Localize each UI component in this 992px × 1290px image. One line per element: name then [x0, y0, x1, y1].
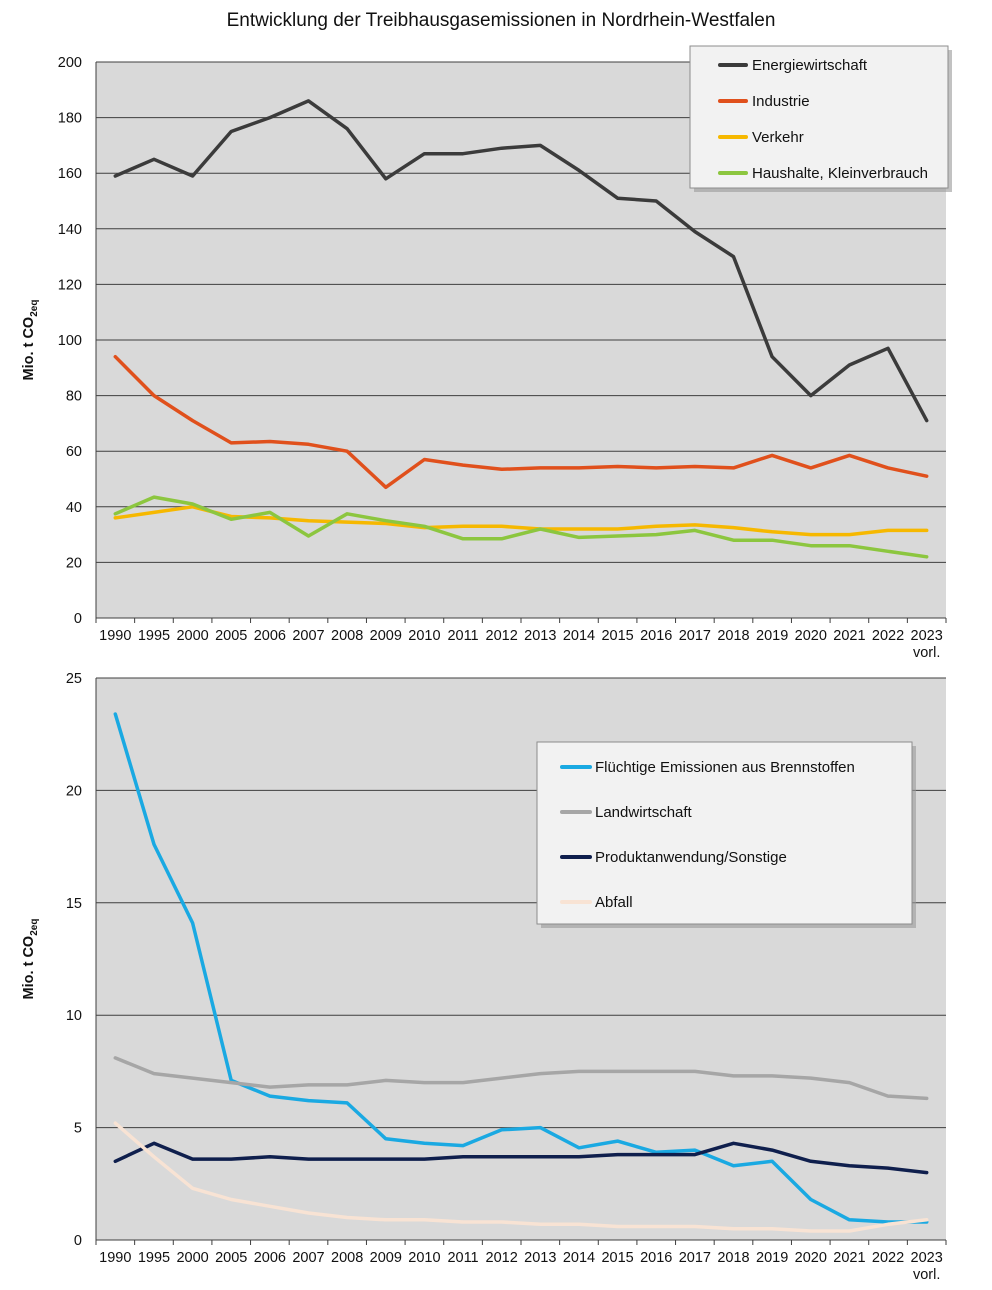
- x-tick-label: 2006: [254, 628, 286, 644]
- y-tick-label: 5: [74, 1121, 82, 1137]
- legend-box: [536, 741, 913, 925]
- legend-box: [689, 45, 949, 189]
- x-tick-note: vorl.: [913, 645, 940, 661]
- x-tick-label: 2021: [833, 1250, 865, 1266]
- y-tick-label: 15: [66, 896, 82, 912]
- x-tick-label: 2020: [795, 628, 827, 644]
- x-tick-label: 2018: [717, 1250, 749, 1266]
- legend-label: Haushalte, Kleinverbrauch: [752, 165, 928, 182]
- y-tick-label: 200: [58, 55, 82, 71]
- chart-2: 0 5 10 15 20 25 1990 1995 2000 2005 2006 2007 2008 20…: [21, 671, 947, 1283]
- x-tick-label: 2015: [601, 1250, 633, 1266]
- x-tick-label: 2006: [254, 1250, 286, 1266]
- series-line-1: [113, 712, 929, 1224]
- x-tick-label: 2005: [215, 628, 247, 644]
- x-tick-label: 1995: [138, 1250, 170, 1266]
- y-tick-label: 180: [58, 111, 82, 127]
- y-tick-label: 40: [66, 500, 82, 516]
- y-tick-label: 140: [58, 222, 82, 238]
- y-tick-label: 80: [66, 389, 82, 405]
- x-tick-note: vorl.: [913, 1267, 940, 1283]
- series-line-4: [113, 495, 929, 559]
- legend-label: Flüchtige Emissionen aus Brennstoffen: [595, 759, 855, 776]
- legend-label: Produktanwendung/Sonstige: [595, 849, 787, 866]
- x-tick-label: 2000: [176, 1250, 208, 1266]
- y-axis-label: Mio. t CO2eq: [21, 300, 40, 381]
- x-tick-label: 2013: [524, 628, 556, 644]
- x-tick-label: 2012: [486, 1250, 518, 1266]
- x-tick-label: 2023: [911, 1250, 943, 1266]
- x-tick-label: 2013: [524, 1250, 556, 1266]
- x-tick-label: 2015: [601, 628, 633, 644]
- series-line-1: [113, 99, 929, 423]
- x-tick-label: 2016: [640, 628, 672, 644]
- x-tick-label: 2009: [370, 1250, 402, 1266]
- y-tick-label: 10: [66, 1008, 82, 1024]
- y-tick-label: 25: [66, 671, 82, 687]
- x-tick-label: 2014: [563, 1250, 595, 1266]
- x-tick-label: 2009: [370, 628, 402, 644]
- x-tick-label: 2010: [408, 628, 440, 644]
- y-axis-label: Mio. t CO2eq: [21, 919, 40, 1000]
- legend-label: Energiewirtschaft: [752, 57, 868, 74]
- legend-label: Abfall: [595, 894, 633, 911]
- x-tick-label: 2007: [292, 1250, 324, 1266]
- legend: Energiewirtschaft Industrie Verkehr Haushal…: [689, 45, 952, 192]
- x-tick-label: 1990: [99, 628, 131, 644]
- x-tick-label: 2022: [872, 628, 904, 644]
- x-tick-label: 2000: [176, 628, 208, 644]
- x-tick-label: 2008: [331, 1250, 363, 1266]
- x-tick-label: 1990: [99, 1250, 131, 1266]
- x-tick-label: 2010: [408, 1250, 440, 1266]
- legend: Flüchtige Emissionen aus Brennstoffen Lan…: [536, 741, 916, 928]
- legend-label: Industrie: [752, 93, 810, 110]
- x-tick-label: 2017: [679, 1250, 711, 1266]
- y-tick-label: 120: [58, 277, 82, 293]
- x-tick-label: 2005: [215, 1250, 247, 1266]
- series-line-4: [113, 1121, 929, 1233]
- chart-1: 0 20 40 60 80 100 120 140 160 180 200 1990 1995 2000 2…: [21, 45, 952, 661]
- y-tick-label: 100: [58, 333, 82, 349]
- x-tick-label: 2008: [331, 628, 363, 644]
- y-tick-label: 20: [66, 783, 82, 799]
- y-tick-label: 60: [66, 444, 82, 460]
- x-tick-label: 2017: [679, 628, 711, 644]
- series-line-2: [113, 1056, 929, 1101]
- x-tick-label: 2011: [447, 1250, 478, 1266]
- x-tick-label: 2019: [756, 1250, 788, 1266]
- x-tick-label: 1995: [138, 628, 170, 644]
- x-tick-label: 2016: [640, 1250, 672, 1266]
- y-tick-label: 160: [58, 166, 82, 182]
- y-tick-label: 0: [74, 611, 82, 627]
- x-tick-label: 2012: [486, 628, 518, 644]
- x-tick-label: 2020: [795, 1250, 827, 1266]
- x-tick-label: 2022: [872, 1250, 904, 1266]
- x-tick-label: 2018: [717, 628, 749, 644]
- series-line-2: [113, 354, 929, 490]
- y-tick-label: 20: [66, 555, 82, 571]
- y-tick-label: 0: [74, 1233, 82, 1249]
- x-tick-label: 2023: [911, 628, 943, 644]
- x-tick-label: 2011: [447, 628, 478, 644]
- legend-label: Verkehr: [752, 129, 804, 146]
- x-tick-label: 2019: [756, 628, 788, 644]
- x-tick-label: 2014: [563, 628, 595, 644]
- x-tick-label: 2007: [292, 628, 324, 644]
- x-tick-label: 2021: [833, 628, 865, 644]
- legend-label: Landwirtschaft: [595, 804, 693, 821]
- series-line-3: [113, 1141, 929, 1175]
- figure-title: Entwicklung der Treibhausgasemissionen i…: [227, 10, 776, 31]
